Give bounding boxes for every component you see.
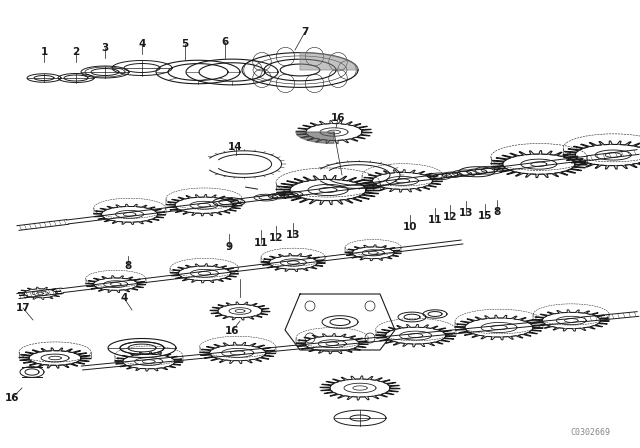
Text: 7: 7 <box>301 27 308 37</box>
Text: 16: 16 <box>4 393 19 403</box>
Text: 8: 8 <box>124 261 131 271</box>
Text: 16: 16 <box>225 326 239 336</box>
Text: 13: 13 <box>285 229 300 240</box>
Text: 5: 5 <box>181 39 189 49</box>
Text: 9: 9 <box>225 242 232 252</box>
Text: 2: 2 <box>72 47 79 57</box>
Text: 8: 8 <box>493 207 501 217</box>
Polygon shape <box>300 52 358 70</box>
Text: 6: 6 <box>221 37 228 47</box>
Text: 1: 1 <box>40 47 47 57</box>
Text: 11: 11 <box>253 237 268 248</box>
Text: 10: 10 <box>403 222 418 232</box>
Text: 13: 13 <box>459 208 474 218</box>
Polygon shape <box>296 132 334 143</box>
Text: 15: 15 <box>477 211 492 221</box>
Text: 16: 16 <box>331 113 345 123</box>
Text: 12: 12 <box>269 233 284 243</box>
Text: 17: 17 <box>16 303 30 313</box>
Text: 4: 4 <box>138 39 146 49</box>
Text: 14: 14 <box>228 142 243 152</box>
Text: 4: 4 <box>120 293 128 303</box>
Text: 11: 11 <box>428 215 442 225</box>
Text: 3: 3 <box>101 43 109 53</box>
Text: C0302669: C0302669 <box>570 427 610 436</box>
Text: 12: 12 <box>443 212 457 222</box>
